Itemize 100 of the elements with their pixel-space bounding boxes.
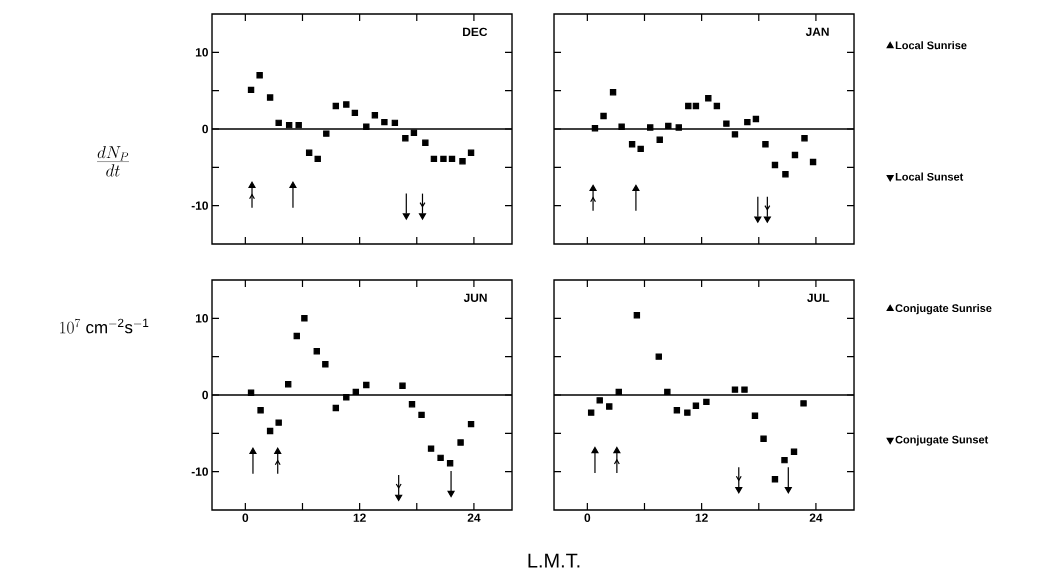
point <box>257 407 264 414</box>
y-tick-label: -10 <box>191 467 208 476</box>
point <box>628 141 636 148</box>
point <box>266 427 274 435</box>
point <box>615 388 622 396</box>
point <box>402 213 410 220</box>
point <box>744 118 751 126</box>
point <box>418 213 427 220</box>
point <box>467 420 475 428</box>
y-tick-label: -10 <box>191 201 208 210</box>
legend-label: Conjugate Sunset <box>895 435 989 446</box>
x-tick-label: 24 <box>809 513 823 522</box>
point <box>437 454 444 462</box>
point <box>457 439 464 446</box>
y-tick-label: 0 <box>202 390 208 400</box>
point <box>402 134 409 142</box>
legend-label: Local Sunrise <box>895 41 967 50</box>
point <box>731 386 739 393</box>
point <box>248 181 256 189</box>
point <box>352 388 360 396</box>
point <box>800 400 807 407</box>
point <box>754 216 762 223</box>
point <box>596 397 603 404</box>
point <box>343 394 350 401</box>
y-axis-title: $\frac{dN_P}{dt}$ <box>97 146 129 177</box>
point <box>675 124 682 131</box>
point <box>735 486 743 494</box>
point <box>247 389 255 396</box>
point <box>781 456 788 464</box>
point <box>266 94 274 101</box>
point <box>633 312 641 319</box>
point <box>247 86 255 94</box>
text: DEC <box>463 27 488 37</box>
point <box>427 445 435 452</box>
point <box>760 435 767 442</box>
point <box>447 490 455 498</box>
point <box>430 155 438 163</box>
y-axis-title: $10^{7}\ \mathrm{cm^{-2}s^{-1}}$ <box>60 318 149 334</box>
point <box>609 88 617 96</box>
point <box>656 136 663 143</box>
point <box>664 388 671 396</box>
point <box>448 155 456 163</box>
point <box>762 141 769 148</box>
point <box>673 407 681 414</box>
text: JUL <box>807 293 830 302</box>
point <box>685 102 692 110</box>
point <box>371 111 379 119</box>
point <box>332 404 340 412</box>
point <box>363 381 370 389</box>
point <box>323 130 330 137</box>
point <box>771 476 779 483</box>
point <box>289 181 297 189</box>
point <box>723 120 730 127</box>
point <box>703 398 710 406</box>
point <box>351 109 359 117</box>
point <box>606 403 613 410</box>
x-tick-label: 0 <box>584 513 591 522</box>
point <box>763 216 771 223</box>
point <box>637 145 644 153</box>
x-tick-label: 12 <box>695 513 708 522</box>
point <box>293 332 300 340</box>
point <box>613 446 621 454</box>
point <box>395 494 403 501</box>
point <box>591 446 599 454</box>
point <box>752 115 760 123</box>
point <box>655 353 662 360</box>
point <box>632 184 640 192</box>
point <box>790 448 798 455</box>
point <box>809 158 817 166</box>
point <box>692 102 700 110</box>
point <box>600 112 607 120</box>
point <box>782 171 789 178</box>
point <box>692 402 700 409</box>
point <box>791 151 799 159</box>
point <box>618 123 625 130</box>
point <box>399 382 406 389</box>
point <box>322 361 329 368</box>
point <box>332 102 340 110</box>
point <box>363 123 370 130</box>
point <box>256 72 263 79</box>
point <box>784 486 792 494</box>
point <box>408 400 416 408</box>
point <box>275 119 282 127</box>
point <box>301 315 308 322</box>
point <box>647 124 654 131</box>
point <box>713 102 721 110</box>
y-tick-label: 10 <box>195 48 208 57</box>
point <box>587 409 595 416</box>
point <box>751 412 759 419</box>
point <box>381 118 388 126</box>
point <box>391 119 399 127</box>
point <box>285 381 292 388</box>
point <box>665 122 672 130</box>
x-tick-label: 12 <box>353 513 366 522</box>
point <box>295 121 302 129</box>
point <box>285 121 293 129</box>
point <box>418 411 425 419</box>
point <box>459 157 466 165</box>
y-tick-label: 10 <box>195 314 208 323</box>
point <box>705 95 712 102</box>
